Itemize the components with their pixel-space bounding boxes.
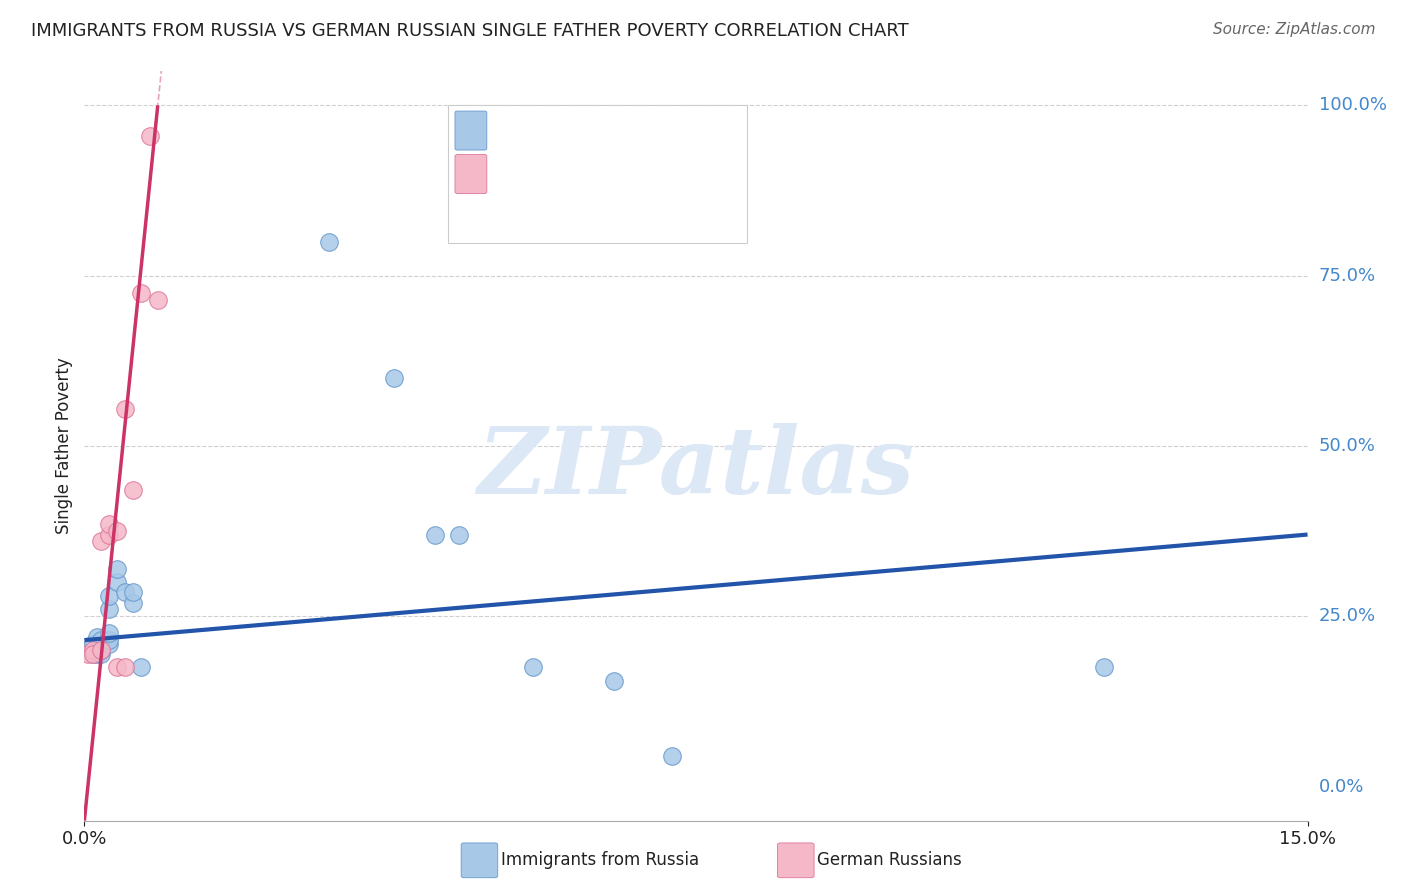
Point: [86, 647, 108, 661]
Point: [86, 630, 108, 644]
Text: N = 27: N = 27: [603, 121, 666, 139]
Point: [1092, 660, 1115, 674]
Point: [122, 483, 145, 498]
Point: [146, 293, 169, 307]
Point: [77, 643, 100, 657]
Point: [131, 285, 153, 300]
Point: [97, 633, 120, 648]
Point: [661, 748, 683, 763]
Point: [90, 643, 112, 657]
Point: [423, 527, 446, 541]
Point: [105, 660, 128, 674]
Point: [105, 524, 128, 538]
Y-axis label: Single Father Poverty: Single Father Poverty: [55, 358, 73, 534]
Text: 50.0%: 50.0%: [1319, 437, 1375, 455]
FancyBboxPatch shape: [456, 112, 486, 150]
Point: [603, 673, 626, 688]
Text: Source: ZipAtlas.com: Source: ZipAtlas.com: [1212, 22, 1375, 37]
Point: [318, 235, 340, 249]
Text: 100.0%: 100.0%: [1319, 96, 1386, 114]
Point: [114, 660, 136, 674]
Text: IMMIGRANTS FROM RUSSIA VS GERMAN RUSSIAN SINGLE FATHER POVERTY CORRELATION CHART: IMMIGRANTS FROM RUSSIA VS GERMAN RUSSIAN…: [31, 22, 908, 40]
Text: German Russians: German Russians: [817, 851, 962, 870]
Point: [522, 660, 544, 674]
Point: [97, 589, 120, 603]
Point: [97, 636, 120, 650]
FancyBboxPatch shape: [456, 154, 486, 194]
Point: [105, 561, 128, 575]
Text: R = 0.617: R = 0.617: [499, 165, 589, 183]
Point: [82, 647, 104, 661]
Point: [90, 534, 112, 549]
Point: [97, 517, 120, 532]
Point: [82, 647, 104, 661]
Point: [97, 602, 120, 616]
Point: [97, 626, 120, 640]
FancyBboxPatch shape: [447, 105, 748, 243]
Text: 0.0%: 0.0%: [1319, 778, 1364, 796]
Point: [90, 643, 112, 657]
Text: 25.0%: 25.0%: [1319, 607, 1376, 625]
Point: [90, 647, 112, 661]
Point: [90, 633, 112, 648]
Text: 75.0%: 75.0%: [1319, 267, 1376, 285]
Point: [122, 585, 145, 599]
Point: [105, 575, 128, 590]
Point: [114, 585, 136, 599]
Text: ZIPatlas: ZIPatlas: [478, 424, 914, 514]
Text: N = 15: N = 15: [603, 165, 666, 183]
Point: [138, 129, 160, 144]
Point: [97, 527, 120, 541]
Text: R = 0.115: R = 0.115: [499, 121, 589, 139]
Point: [77, 647, 100, 661]
Point: [122, 596, 145, 610]
Point: [131, 660, 153, 674]
Point: [82, 636, 104, 650]
Point: [449, 527, 471, 541]
Point: [382, 371, 405, 385]
Point: [114, 401, 136, 416]
Point: [82, 643, 104, 657]
Text: Immigrants from Russia: Immigrants from Russia: [501, 851, 699, 870]
